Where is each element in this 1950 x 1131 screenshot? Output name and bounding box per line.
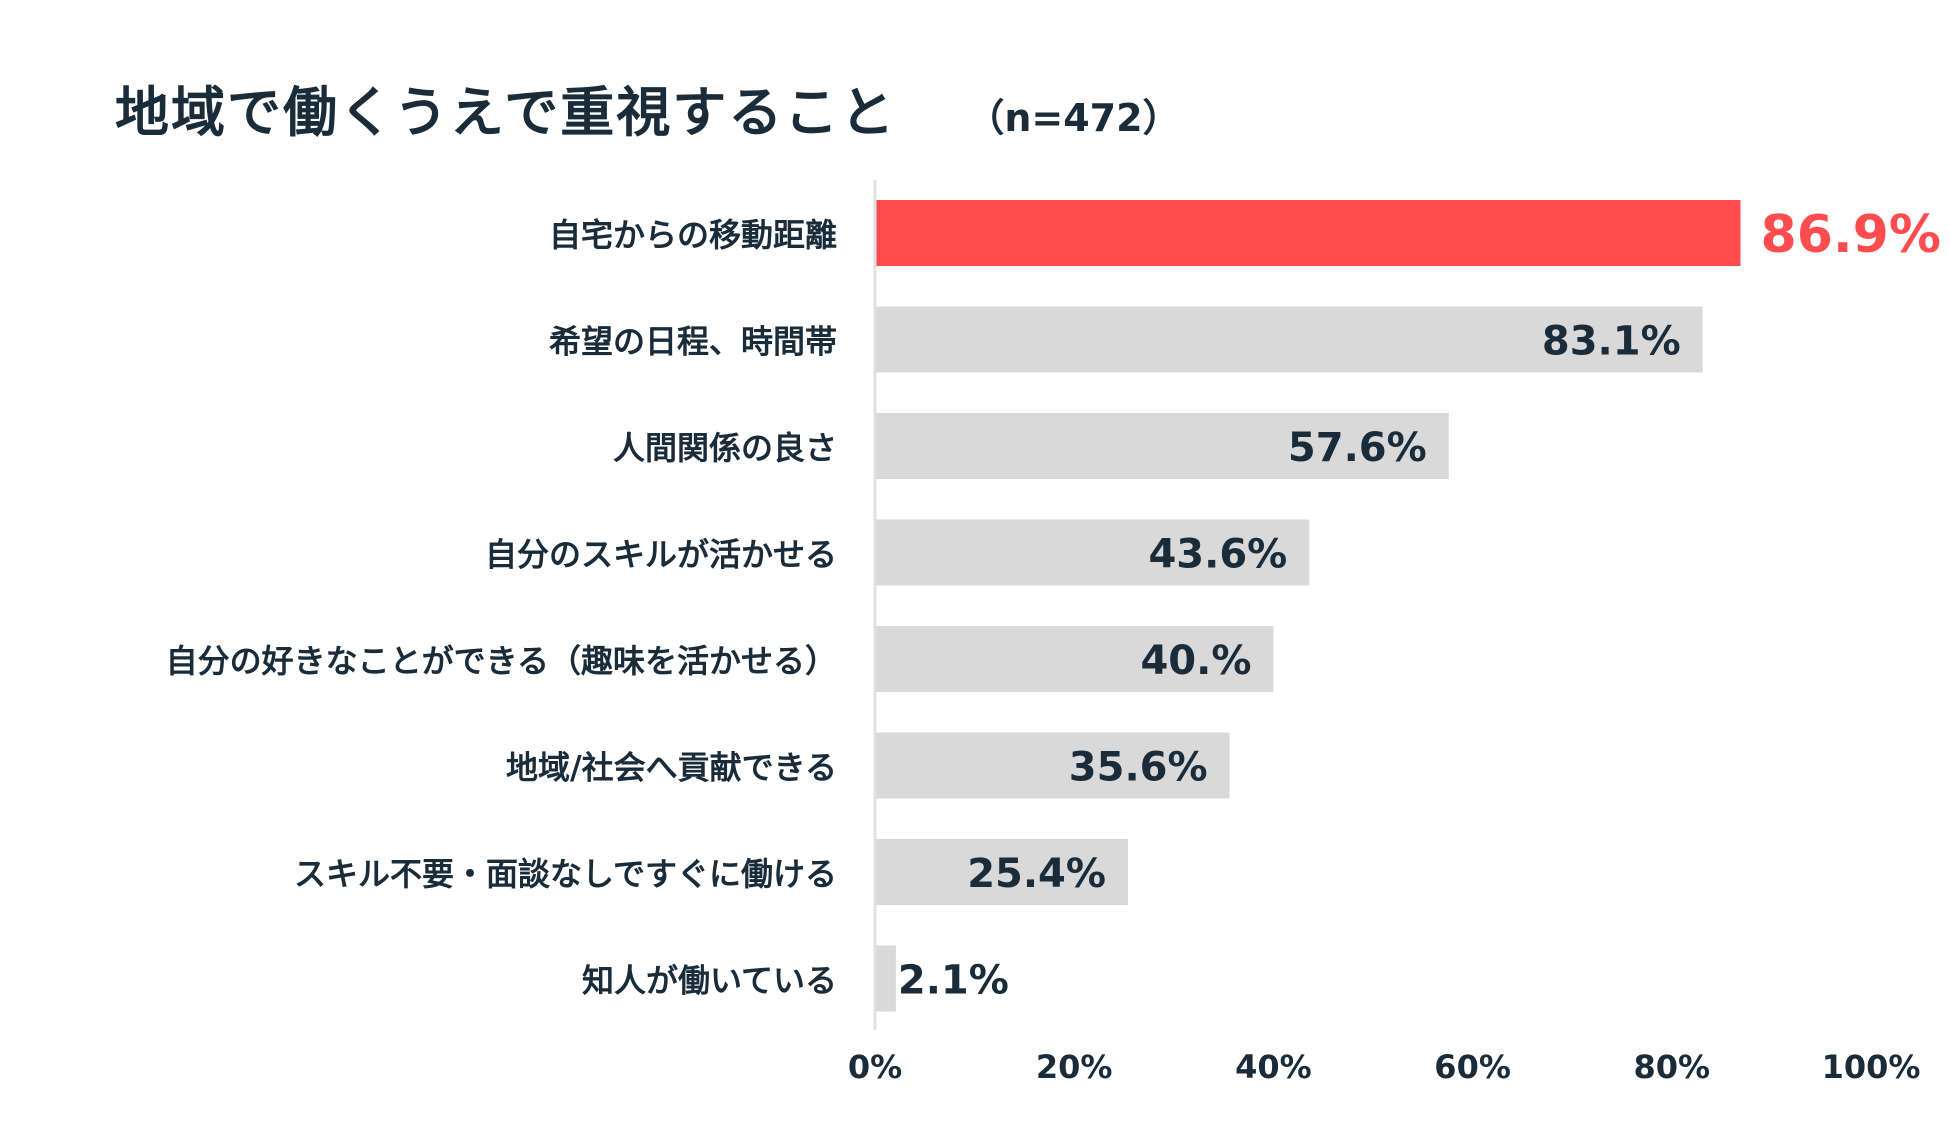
category-label: 人間関係の良さ [613,429,837,467]
x-tick-label: 0% [848,1048,902,1086]
category-label: 自分の好きなことができる（趣味を活かせる） [166,642,837,680]
bar-8 [875,945,896,1012]
value-label: 43.6% [1148,532,1287,578]
value-label: 25.4% [967,851,1106,897]
bar-3 [875,413,1449,479]
value-label: 40.% [1140,638,1251,684]
x-tick-label: 100% [1822,1048,1921,1086]
category-label: 希望の日程、時間帯 [549,323,837,361]
bar-2 [875,306,1703,373]
value-label: 2.1% [898,958,1009,1004]
category-label: スキル不要・面談なしですぐに働ける [294,855,837,893]
category-label: 自分のスキルが活かせる [485,536,837,574]
category-label: 地域/社会へ貢献できる [506,749,837,787]
sample-size-label: （n=472） [966,96,1181,140]
x-tick-label: 80% [1634,1048,1711,1086]
bar-4 [875,519,1310,586]
x-tick-label: 40% [1235,1048,1312,1086]
bar-7 [875,839,1128,905]
x-tick-label: 20% [1036,1048,1113,1086]
title-row: 地域で働くうえで重視すること （n=472） [115,68,1181,147]
category-label: 知人が働いている [582,962,837,1000]
value-label: 83.1% [1542,319,1681,365]
value-label: 35.6% [1069,745,1208,791]
bar-5 [875,626,1274,692]
chart-title: 地域で働くうえで重視すること [115,81,897,144]
bar-1 [875,200,1741,266]
bar-6 [875,732,1230,799]
value-label: 57.6% [1288,425,1427,471]
value-label: 86.9% [1761,205,1941,265]
x-tick-label: 60% [1434,1048,1511,1086]
category-label: 自宅からの移動距離 [549,216,837,254]
